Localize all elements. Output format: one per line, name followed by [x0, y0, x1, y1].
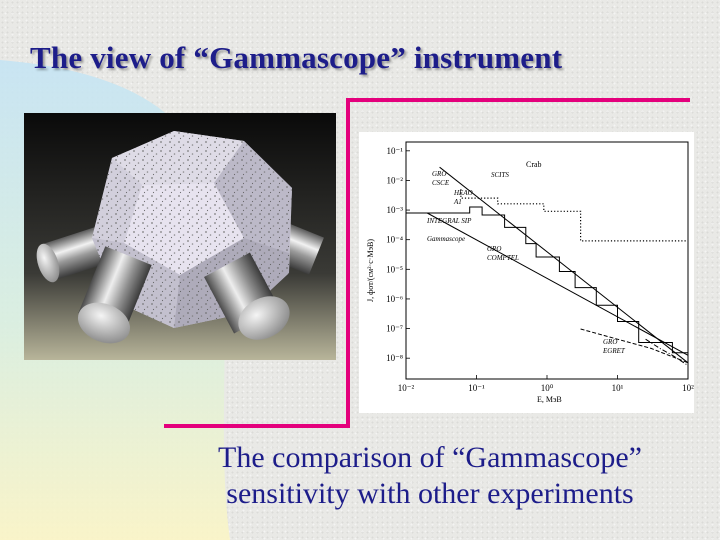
annot-gro-comptel-2: COMPTEL	[487, 254, 519, 262]
series-gro-comptel	[580, 328, 689, 364]
y-tick-label: 10⁻¹	[387, 146, 404, 156]
detector-cylinder-front-right	[204, 252, 290, 340]
accent-rule-vertical	[346, 98, 350, 428]
caption-line-1: The comparison of “Gammascope”	[218, 441, 642, 474]
annot-crab: Crab	[526, 160, 542, 169]
y-tick-label: 10⁻³	[387, 205, 404, 215]
y-tick-label: 10⁻⁶	[386, 294, 403, 304]
y-axis-label: J, фот/(см²·с·МэВ)	[366, 239, 375, 302]
y-tick-label: 10⁻⁸	[386, 353, 403, 363]
annot-gro-comptel-1: GRO	[487, 245, 501, 253]
slide-caption: The comparison of “Gammascope” sensitivi…	[150, 440, 710, 512]
annot-integral: INTEGRAL SIP	[426, 217, 472, 225]
annot-heao: HEAO	[453, 189, 473, 197]
x-tick-label: 10²	[682, 383, 694, 393]
x-tick-label: 10¹	[612, 383, 624, 393]
accent-rule-bottom	[164, 424, 350, 428]
x-tick-label: 10⁰	[541, 383, 554, 393]
annot-a1: A1	[453, 198, 462, 206]
y-tick-label: 10⁻⁷	[386, 324, 403, 334]
annot-gammascope: Gammascope	[427, 235, 465, 243]
instrument-render	[24, 113, 336, 360]
series-crab	[439, 166, 689, 364]
annot-gro-csce-1: GRO	[432, 170, 446, 178]
x-tick-label: 10⁻¹	[468, 383, 485, 393]
series-gro-egret	[645, 338, 689, 366]
y-tick-label: 10⁻⁵	[386, 264, 403, 274]
plot-frame	[405, 141, 689, 380]
caption-line-2: sensitivity with other experiments	[226, 477, 634, 510]
series-gammascope	[426, 212, 689, 356]
detector-cylinder-front-left	[77, 246, 152, 344]
x-tick-label: 10⁻²	[398, 383, 415, 393]
series-integral-sip	[406, 206, 688, 354]
annot-gro-egret-2: EGRET	[602, 347, 626, 355]
slide-title: The view of “Gammascope” instrument	[30, 40, 563, 75]
sensitivity-chart: 10⁻¹ 10⁻² 10⁻³ 10⁻⁴ 10⁻⁵ 10⁻⁶ 10⁻⁷ 10⁻⁸ 10⁻² 10⁻…	[359, 132, 694, 413]
y-tick-label: 10⁻²	[387, 175, 404, 185]
annot-gro-csce-2: CSCE	[432, 179, 450, 187]
x-axis-label: E, ΜэВ	[537, 395, 562, 404]
annot-scits: SCITS	[491, 171, 509, 179]
annot-gro-egret-1: GRO	[603, 338, 617, 346]
y-tick-label: 10⁻⁴	[386, 235, 403, 245]
accent-rule-top	[346, 98, 690, 102]
